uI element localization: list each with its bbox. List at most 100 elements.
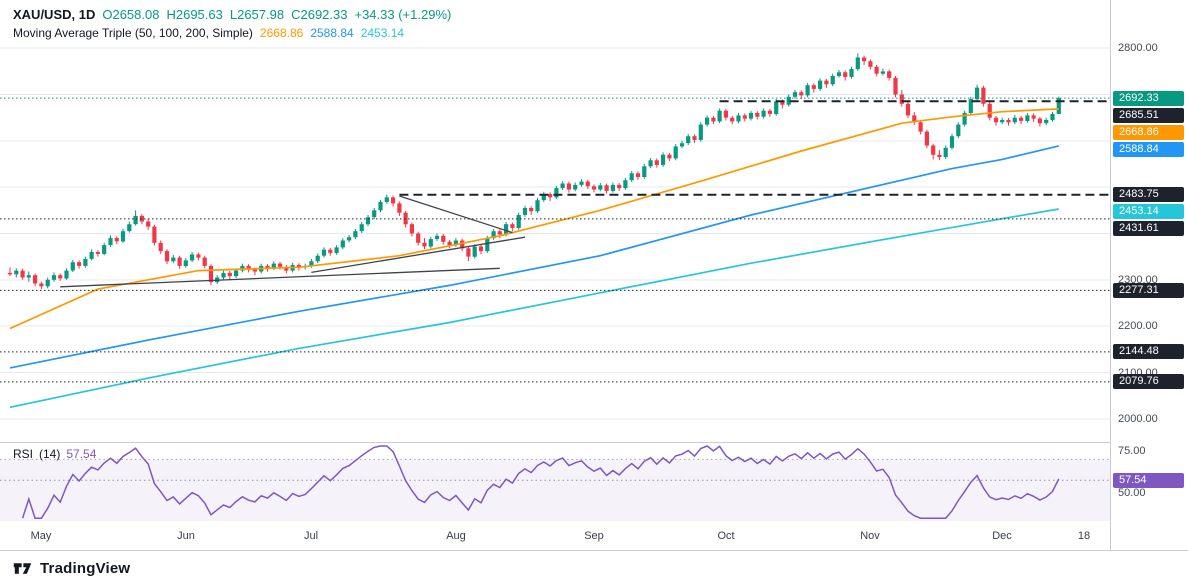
candle-body xyxy=(849,69,854,77)
candle-body xyxy=(428,239,433,247)
footer-separator xyxy=(0,550,1188,551)
time-tick: Oct xyxy=(717,530,735,542)
candle-body xyxy=(58,275,63,279)
tradingview-logo-icon[interactable] xyxy=(12,558,33,579)
candle-body xyxy=(805,85,810,96)
candle-body xyxy=(14,270,19,275)
price-badge: 2144.48 xyxy=(1113,344,1184,359)
candle-body xyxy=(918,122,923,132)
ma-indicator-title[interactable]: Moving Average Triple (50, 100, 200, Sim… xyxy=(13,26,253,40)
candle-body xyxy=(830,76,835,85)
candle-body xyxy=(234,270,239,277)
candle-body xyxy=(654,160,659,165)
pane-separator[interactable] xyxy=(0,442,1188,443)
candle-body xyxy=(949,136,955,148)
candle-body xyxy=(912,115,917,123)
candle-body xyxy=(623,180,628,189)
candle-body xyxy=(441,235,446,242)
candle-body xyxy=(265,265,270,269)
candle-body xyxy=(1000,120,1005,123)
candle-body xyxy=(409,224,414,234)
candle-body xyxy=(315,255,320,262)
candle-body xyxy=(190,254,195,261)
candle-body xyxy=(108,238,113,245)
candle-body xyxy=(372,210,377,218)
candle-body xyxy=(378,202,383,211)
candle-body xyxy=(1044,120,1049,124)
candle-body xyxy=(748,113,754,119)
candle-body xyxy=(723,110,728,118)
candle-body xyxy=(64,270,69,279)
candle-body xyxy=(453,240,458,246)
chart-legend: XAU/USD, 1D O2658.08 H2695.63 L2657.98 C… xyxy=(13,7,451,40)
candle-body xyxy=(491,231,496,239)
ohlc-high: H2695.63 xyxy=(166,7,223,22)
candle-body xyxy=(767,110,772,114)
price-axis[interactable]: 2800.00 2300.00 2200.00 2100.00 2000.00 75.00… xyxy=(1111,0,1188,550)
candle-body xyxy=(1056,98,1061,114)
ohlc-open: O2658.08 xyxy=(102,7,160,22)
symbol-legend-row: XAU/USD, 1D O2658.08 H2695.63 L2657.98 C… xyxy=(13,7,451,22)
candle-body xyxy=(384,197,389,202)
candle-body xyxy=(321,249,327,256)
ma50-value: 2668.86 xyxy=(259,26,304,40)
candle-body xyxy=(133,215,138,225)
candle-body xyxy=(70,262,75,271)
candle-body xyxy=(397,203,402,213)
ma50-line xyxy=(9,108,1059,330)
candle-body xyxy=(924,131,929,146)
candle-body xyxy=(1050,114,1055,120)
time-tick: May xyxy=(30,530,52,542)
candle-body xyxy=(120,231,126,242)
symbol-title[interactable]: XAU/USD, 1D xyxy=(13,7,96,22)
candle-body xyxy=(560,183,565,189)
time-tick: Sep xyxy=(584,530,604,542)
candle-body xyxy=(504,224,509,235)
candle-body xyxy=(548,194,553,198)
rsi-indicator-title[interactable]: RSI xyxy=(13,447,34,461)
ohlc-close: C2692.33 xyxy=(291,7,348,22)
candle-body xyxy=(874,66,879,74)
candle-body xyxy=(403,212,408,225)
candle-body xyxy=(579,181,584,185)
candle-body xyxy=(730,117,735,122)
candle-body xyxy=(152,226,157,243)
candle-body xyxy=(893,77,898,95)
candle-body xyxy=(434,235,440,239)
candle-body xyxy=(522,208,528,215)
candle-body xyxy=(516,215,521,228)
price-badge: 2668.86 xyxy=(1113,125,1184,140)
candle-body xyxy=(755,113,760,117)
candle-body xyxy=(89,252,94,259)
time-axis[interactable]: May Jun Jul Aug Sep Oct Nov Dec 18 xyxy=(0,522,1110,550)
price-chart[interactable] xyxy=(0,0,1110,522)
candle-body xyxy=(868,61,873,67)
ma100-value: 2588.84 xyxy=(310,26,354,40)
candle-body xyxy=(416,233,421,243)
candle-body xyxy=(240,265,245,271)
candle-body xyxy=(541,194,546,201)
candle-body xyxy=(422,242,427,247)
candle-body xyxy=(127,224,132,232)
rsi-line xyxy=(21,445,1060,519)
candle-body xyxy=(202,257,207,266)
candle-body xyxy=(711,117,716,122)
candle-body xyxy=(836,72,842,76)
candle-body xyxy=(975,87,980,100)
candle-body xyxy=(221,272,226,278)
tradingview-brand-text[interactable]: TradingView xyxy=(40,560,131,577)
candle-body xyxy=(497,231,502,235)
candle-body xyxy=(692,136,697,140)
candle-body xyxy=(246,265,251,270)
ma-legend-row: Moving Average Triple (50, 100, 200, Sim… xyxy=(13,26,451,40)
price-badge: 2483.75 xyxy=(1113,187,1184,202)
candle-body xyxy=(284,266,289,271)
candle-body xyxy=(648,160,653,167)
candle-body xyxy=(227,272,232,277)
candle-body xyxy=(736,115,741,122)
candle-body xyxy=(296,265,301,268)
candle-body xyxy=(26,275,31,278)
candle-body xyxy=(931,145,936,155)
candle-body xyxy=(604,185,609,191)
rsi-band xyxy=(0,459,1110,521)
